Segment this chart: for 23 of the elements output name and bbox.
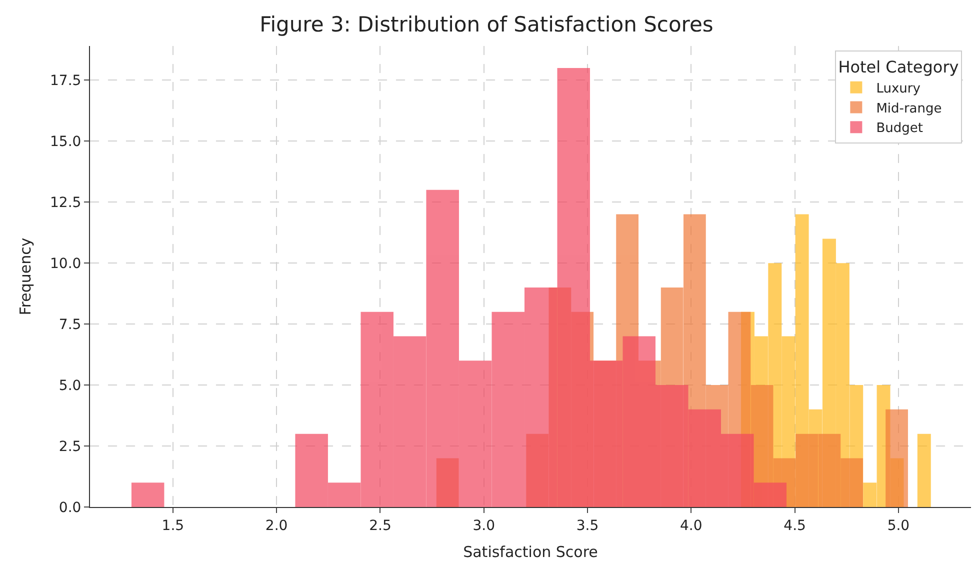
x-tick-label: 3.0 bbox=[472, 518, 495, 534]
legend-label: Luxury bbox=[876, 81, 921, 96]
y-axis-title: Frequency bbox=[16, 238, 34, 316]
y-tick-label: 0.0 bbox=[58, 500, 82, 516]
x-tick-label: 2.5 bbox=[369, 518, 392, 534]
x-tick-label: 4.0 bbox=[680, 518, 702, 534]
x-tick-label: 4.5 bbox=[784, 518, 806, 534]
chart-title: Figure 3: Distribution of Satisfaction Scores bbox=[260, 12, 714, 37]
x-tick-label: 5.0 bbox=[887, 518, 910, 534]
y-tick-label: 15.0 bbox=[50, 134, 82, 150]
legend-label: Mid-range bbox=[876, 101, 942, 116]
x-tick-label: 3.5 bbox=[576, 518, 599, 534]
y-tick-label: 10.0 bbox=[50, 256, 82, 272]
x-tick-label: 2.0 bbox=[265, 518, 288, 534]
legend-title: Hotel Category bbox=[838, 57, 959, 76]
x-tick-label: 1.5 bbox=[162, 518, 184, 534]
legend-label: Budget bbox=[876, 121, 923, 136]
y-tick-label: 2.5 bbox=[58, 438, 82, 455]
x-axis-title: Satisfaction Score bbox=[463, 543, 598, 561]
y-tick-label: 17.5 bbox=[50, 73, 82, 90]
y-tick-label: 7.5 bbox=[58, 316, 82, 333]
y-tick-label: 5.0 bbox=[58, 378, 82, 394]
y-tick-label: 12.5 bbox=[50, 195, 82, 212]
